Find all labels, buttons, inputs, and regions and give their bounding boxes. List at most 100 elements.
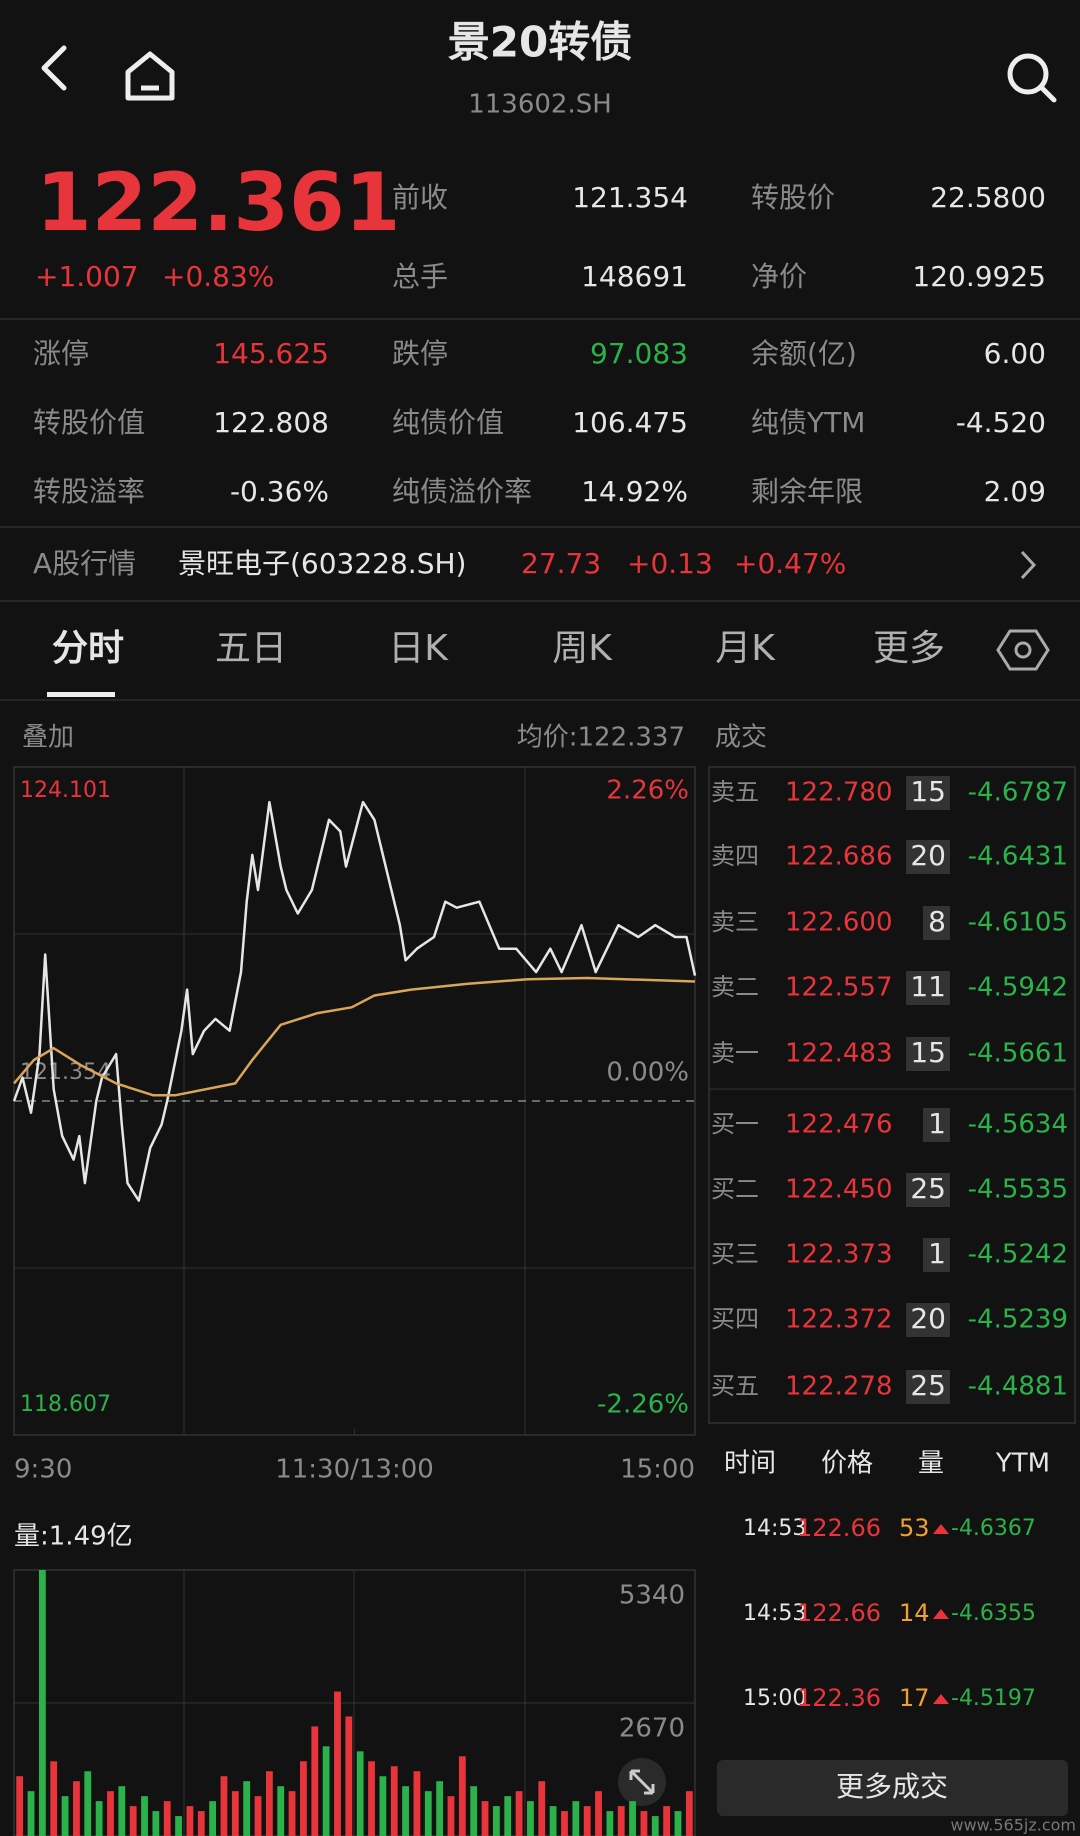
tab[interactable]: 月K [715, 628, 776, 669]
volume-box [906, 1370, 950, 1404]
volume-bar [288, 1791, 296, 1836]
order-ytm: -4.5535 [968, 1175, 1068, 1205]
volume-bar [583, 1806, 591, 1836]
volume-bar [685, 1791, 693, 1836]
y-tick-label: 118.607 [20, 1392, 111, 1417]
volume-bar [163, 1801, 171, 1836]
trade-ytm: -4.5197 [951, 1686, 1036, 1711]
settings-button[interactable] [996, 629, 1050, 671]
y2-tick-label: 0.00% [606, 1058, 689, 1088]
field-value: 121.354 [572, 181, 688, 214]
search-button[interactable] [1007, 53, 1057, 103]
volume-box [906, 971, 950, 1005]
order-label: 买四 [711, 1305, 759, 1333]
order-price: 122.450 [785, 1175, 893, 1205]
volume-bar [674, 1811, 682, 1836]
order-ytm: -4.5942 [968, 973, 1068, 1003]
expand-icon [629, 1769, 655, 1795]
trade-price: 122.66 [797, 1514, 881, 1542]
tab[interactable]: 周K [552, 628, 613, 669]
order-price: 122.483 [785, 1039, 893, 1069]
tab[interactable]: 更多 [873, 628, 945, 669]
home-button[interactable] [125, 51, 175, 101]
field-label: 纯债价值 [392, 406, 504, 439]
search-icon [1007, 53, 1049, 95]
order-label: 买一 [711, 1110, 759, 1138]
field-label: 剩余年限 [751, 475, 863, 508]
order-ytm: -4.6105 [968, 908, 1068, 938]
volume-bar [515, 1791, 523, 1836]
change: +1.007 [35, 260, 139, 293]
volume-bar [277, 1786, 285, 1836]
field-value: 148691 [581, 260, 688, 293]
trade-price: 122.66 [797, 1599, 881, 1627]
order-price: 122.686 [785, 842, 893, 872]
volume-bar [311, 1726, 319, 1836]
volume-bar [470, 1786, 478, 1836]
volume-bar [322, 1746, 330, 1836]
x-tick-label: 15:00 [620, 1455, 695, 1485]
order-price: 122.278 [785, 1372, 893, 1402]
order-ytm: -4.5634 [968, 1110, 1068, 1140]
chevron[interactable] [1020, 550, 1037, 580]
order-volume: 11 [910, 970, 946, 1003]
field-label: 净价 [751, 260, 807, 293]
volume-bar [175, 1816, 182, 1836]
volume-bar [152, 1811, 160, 1836]
tab[interactable]: 五日 [215, 628, 287, 669]
volume-bar [16, 1776, 24, 1836]
trade-header: YTM [995, 1449, 1050, 1479]
field-value: 97.083 [590, 337, 688, 370]
subtitle: 113602.SH [468, 90, 612, 120]
field-label: 余额(亿) [751, 337, 857, 370]
volume-label: 量:1.49亿 [14, 1522, 133, 1552]
volume-bar [345, 1716, 353, 1836]
more-trades-button[interactable] [717, 1760, 1068, 1816]
order-label: 卖三 [711, 908, 759, 936]
order-book-frame [708, 766, 1076, 1424]
settings-icon [1014, 641, 1032, 659]
trade-ytm: -4.6367 [951, 1516, 1036, 1541]
back-button[interactable] [41, 45, 67, 91]
field-value: 145.625 [213, 337, 329, 370]
volume-bar [504, 1796, 512, 1836]
field-value: 6.00 [984, 337, 1046, 370]
avg-price: 均价:122.337 [517, 723, 685, 753]
y2-tick-label: -2.26% [597, 1390, 689, 1420]
last-price: 122.361 [36, 156, 400, 249]
volume-bar [458, 1756, 466, 1836]
order-volume: 25 [910, 1172, 946, 1205]
order-volume: 20 [910, 1302, 946, 1335]
more-trades-label: 更多成交 [836, 1770, 948, 1803]
price-line [12, 800, 697, 1202]
volume-bar [481, 1801, 489, 1836]
trade-ytm: -4.6355 [951, 1601, 1036, 1626]
order-label: 卖二 [711, 973, 759, 1001]
order-label: 卖五 [711, 778, 759, 806]
tab[interactable]: 分时 [52, 628, 124, 669]
field-label: 纯债YTM [751, 406, 865, 439]
order-price: 122.600 [785, 908, 893, 938]
volume-bar [651, 1816, 659, 1836]
volume-bar [243, 1781, 251, 1836]
order-volume: 20 [910, 839, 946, 872]
stock-price: 27.73 [521, 547, 601, 580]
volume-box [906, 1173, 950, 1207]
volume-box [906, 1037, 950, 1071]
order-ytm: -4.5242 [968, 1240, 1068, 1270]
field-label: 跌停 [392, 337, 448, 370]
field-value: 22.5800 [930, 181, 1046, 214]
order-book-title: 成交 [715, 723, 767, 753]
volume-bar [606, 1811, 614, 1836]
order-price: 122.780 [785, 778, 893, 808]
order-volume: 15 [910, 1036, 946, 1069]
trade-time: 15:00 [743, 1686, 806, 1711]
volume-bar [334, 1691, 341, 1836]
field-label: 前收 [392, 181, 448, 214]
expand-button[interactable] [618, 1758, 666, 1806]
tab[interactable]: 日K [388, 628, 449, 669]
order-price: 122.372 [785, 1305, 893, 1335]
order-price: 122.476 [785, 1110, 893, 1140]
